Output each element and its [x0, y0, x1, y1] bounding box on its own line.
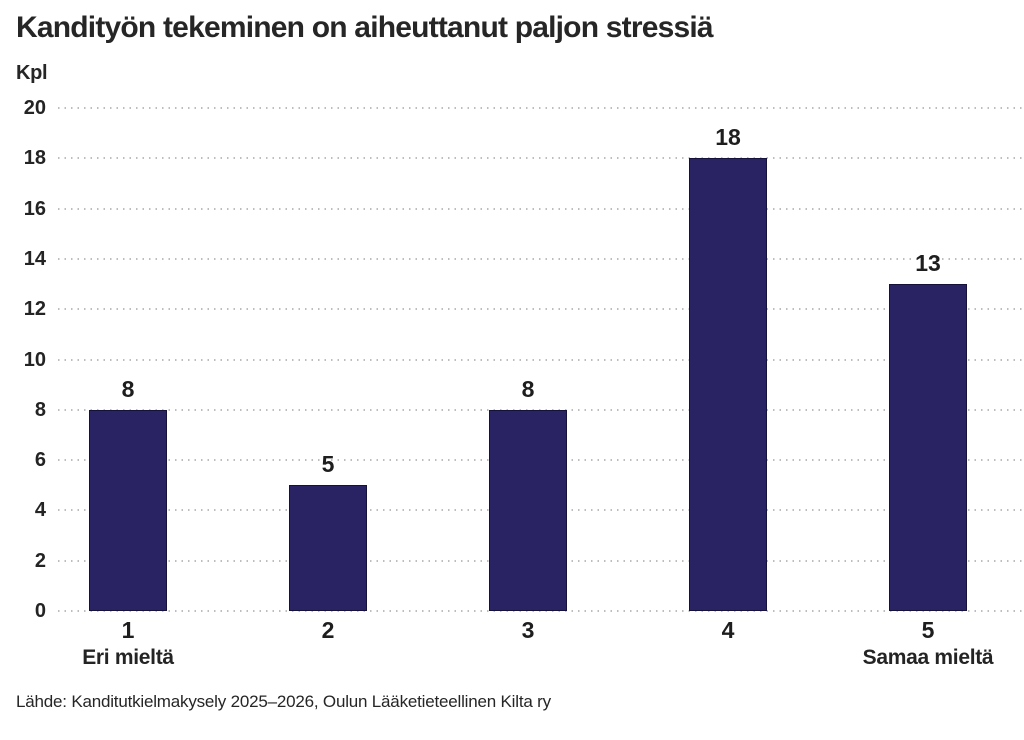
bar-slot-4: 18: [628, 108, 828, 611]
bar-value-label-4: 18: [715, 124, 741, 151]
y-tick-label-14: 14: [23, 247, 46, 270]
plot-area: 0 2 4 6 8 10 12 14 16 18 20 8 5 8 18 13: [0, 97, 1024, 622]
x-axis-endpoint-labels: Eri mieltä Samaa mieltä: [28, 646, 1024, 674]
y-tick-label-6: 6: [34, 449, 46, 472]
bar-2: [289, 485, 367, 611]
y-axis-unit-label: Kpl: [16, 62, 48, 84]
bar-value-label-5: 13: [915, 250, 941, 277]
bar-1: [89, 409, 167, 611]
x-axis-tick-labels: 1 2 3 4 5: [28, 617, 1024, 647]
y-tick-label-20: 20: [23, 97, 46, 119]
x-tick-label-3: 3: [521, 617, 535, 643]
bar-slot-2: 5: [228, 108, 428, 611]
bar-5: [889, 284, 967, 611]
x-tick-label-5: 5: [921, 617, 935, 643]
gridline-y-14: [58, 257, 1022, 260]
y-tick-label-18: 18: [23, 147, 46, 170]
y-tick-label-8: 8: [34, 398, 46, 421]
x-tick-label-2: 2: [321, 617, 335, 643]
gridline-y-8: [58, 408, 1022, 411]
gridline-y-0: [58, 610, 1022, 612]
bar-4: [689, 158, 767, 611]
bar-3: [489, 409, 567, 611]
y-tick-label-4: 4: [34, 499, 46, 522]
y-tick-label-12: 12: [23, 298, 46, 321]
x-tick-label-4: 4: [721, 617, 735, 643]
bar-value-label-1: 8: [121, 375, 135, 402]
bar-slot-5: 13: [828, 108, 1024, 611]
y-tick-label-2: 2: [34, 549, 46, 572]
chart-title: Kandityön tekeminen on aiheuttanut paljo…: [16, 11, 714, 44]
x-endpoint-label-1: Eri mieltä: [82, 646, 174, 669]
y-tick-label-10: 10: [23, 348, 46, 371]
gridline-y-10: [58, 358, 1022, 361]
x-tick-label-1: 1: [121, 617, 135, 643]
gridline-y-20: [58, 107, 1022, 109]
bar-value-label-3: 8: [521, 375, 535, 402]
source-caption: Lähde: Kanditutkielmakysely 2025–2026, O…: [16, 692, 551, 711]
gridline-y-12: [58, 308, 1022, 311]
bar-slot-3: 8: [428, 108, 628, 611]
bar-value-label-2: 5: [321, 451, 335, 478]
bar-slot-1: 8: [28, 108, 228, 611]
bars-layer: 8 5 8 18 13: [28, 108, 1024, 611]
gridline-y-18: [58, 157, 1022, 160]
gridline-y-16: [58, 207, 1022, 210]
x-endpoint-label-5: Samaa mieltä: [862, 646, 994, 669]
y-tick-label-16: 16: [23, 197, 46, 220]
y-tick-label-0: 0: [34, 600, 46, 622]
